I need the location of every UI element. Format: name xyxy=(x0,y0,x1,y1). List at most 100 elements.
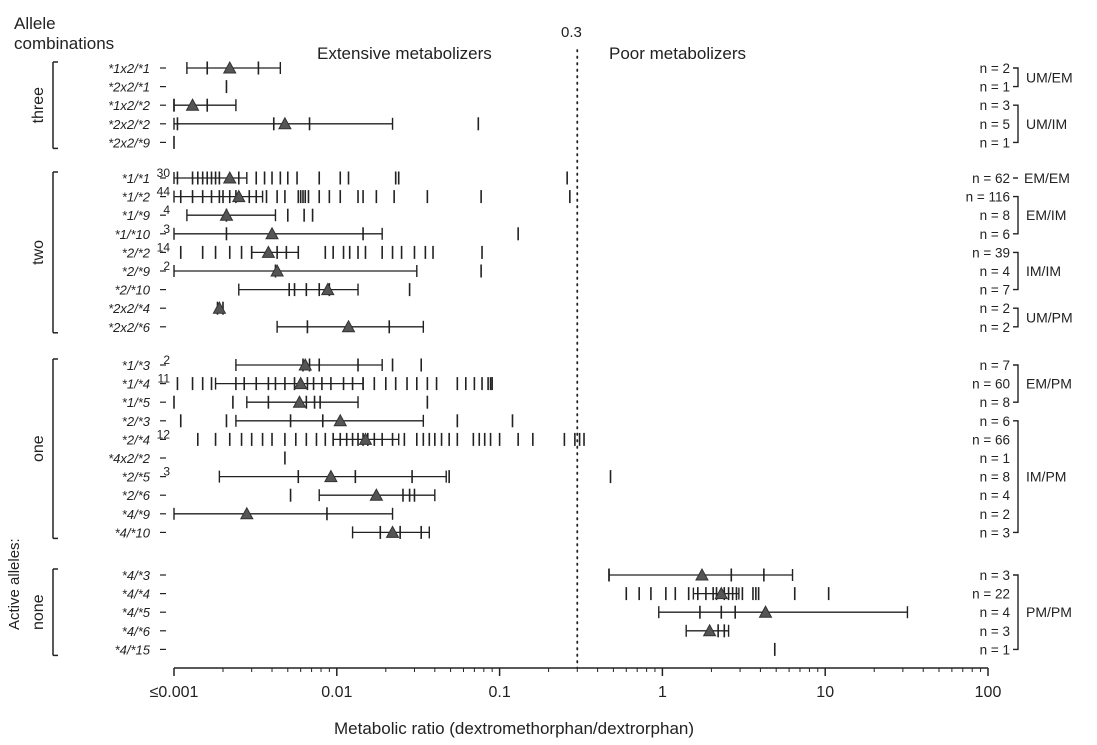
y-header-line2: combinations xyxy=(14,34,115,53)
sample-size-label: n = 7 xyxy=(980,283,1010,298)
sample-size-label: n = 3 xyxy=(980,624,1010,639)
phenotype-label-em-pm: EM/PM xyxy=(1026,376,1072,392)
sample-size-label: n = 22 xyxy=(972,587,1010,602)
genotype-label: *1/*4 xyxy=(122,377,150,392)
genotype-label: *2x2/*6 xyxy=(108,320,151,335)
median-marker--4-9 xyxy=(239,506,254,520)
x-tick-label: ≤0.001 xyxy=(150,684,199,701)
median-marker--2-6 xyxy=(369,488,384,501)
median-marker--4-3 xyxy=(695,567,709,581)
genotype-label: *2x2/*2 xyxy=(108,117,151,132)
genotype-label: *1/*2 xyxy=(122,190,151,205)
sample-size-label: n = 7 xyxy=(980,358,1010,373)
row-count-label: 11 xyxy=(158,372,171,386)
genotype-label: *4/*10 xyxy=(115,525,151,540)
genotype-label: *1x2/*1 xyxy=(108,61,150,76)
row-count-label: 2 xyxy=(163,353,170,367)
median-marker--2x2-2 xyxy=(278,116,292,130)
genotype-label: *4/*3 xyxy=(122,568,151,583)
row-count-label: 2 xyxy=(163,259,170,273)
phenotype-label-im-pm: IM/PM xyxy=(1026,469,1066,485)
median-marker--1x2-1 xyxy=(222,60,237,74)
sample-size-label: n = 1 xyxy=(980,80,1010,95)
sample-size-label: n = 2 xyxy=(980,320,1010,335)
median-marker--2x2-6 xyxy=(341,319,356,333)
x-tick-label: 1 xyxy=(658,684,667,701)
sample-size-label: n = 8 xyxy=(980,395,1010,410)
genotype-label: *1/*1 xyxy=(122,171,150,186)
sample-size-label: n = 39 xyxy=(972,245,1010,260)
median-marker--1-2 xyxy=(231,189,246,203)
sample-size-label: n = 2 xyxy=(980,507,1010,522)
x-tick-label: 100 xyxy=(975,684,1002,701)
phenotype-label-um-im: UM/IM xyxy=(1026,116,1067,132)
median-marker--1-3 xyxy=(298,357,313,371)
sample-size-label: n = 8 xyxy=(980,470,1010,485)
median-marker--2x2-4 xyxy=(212,301,227,314)
genotype-label: *4x2/*2 xyxy=(108,451,151,466)
phenotype-bracket-im-pm xyxy=(1013,420,1019,534)
genotype-label: *1/*9 xyxy=(122,208,150,223)
sample-size-label: n = 66 xyxy=(972,432,1010,447)
genotype-label: *2/*9 xyxy=(122,264,150,279)
row-count-label: 44 xyxy=(157,185,171,199)
median-marker--4-5 xyxy=(758,605,773,618)
genotype-label: *2/*5 xyxy=(122,470,151,485)
x-tick-label: 10 xyxy=(816,684,834,701)
sample-size-label: n = 60 xyxy=(972,377,1010,392)
genotype-label: *2/*2 xyxy=(122,245,151,260)
phenotype-label-em-im: EM/IM xyxy=(1026,207,1066,223)
sample-size-label: n = 3 xyxy=(980,98,1010,113)
group-label-none: none xyxy=(30,594,47,630)
sample-size-label: n = 3 xyxy=(980,568,1010,583)
sample-size-label: n = 62 xyxy=(972,171,1010,186)
phenotype-bracket-im-im xyxy=(1013,251,1019,291)
phenotype-label-pm-pm: PM/PM xyxy=(1026,604,1072,620)
genotype-label: *2/*4 xyxy=(122,432,150,447)
genotype-label: *1/*5 xyxy=(122,395,151,410)
genotype-label: *1/*10 xyxy=(115,227,151,242)
genotype-label: *2x2/*9 xyxy=(108,135,150,150)
antimode-label: 0.3 xyxy=(561,24,582,41)
median-marker--4-6 xyxy=(702,623,717,637)
group-label-one: one xyxy=(30,435,47,462)
phenotype-label-em-em: EM/EM xyxy=(1024,170,1070,186)
phenotype-bracket-em-pm xyxy=(1013,364,1019,403)
median-marker--1-5 xyxy=(292,395,307,408)
genotype-label: *2x2/*1 xyxy=(108,80,150,95)
sample-size-label: n = 2 xyxy=(980,61,1010,76)
sample-size-label: n = 116 xyxy=(966,190,1010,205)
sample-size-label: n = 3 xyxy=(980,525,1010,540)
median-marker--1-9 xyxy=(219,208,234,221)
median-marker--2-4 xyxy=(358,432,373,445)
phenotype-bracket-em-im xyxy=(1013,195,1019,235)
phenotype-bracket-um-em xyxy=(1013,67,1019,88)
group-label-three: three xyxy=(30,87,47,124)
genotype-label: *4/*15 xyxy=(115,642,151,657)
genotype-label: *4/*6 xyxy=(122,624,151,639)
median-marker--2-9 xyxy=(270,263,284,277)
genotype-label: *1/*3 xyxy=(122,358,151,373)
sample-size-label: n = 2 xyxy=(980,301,1010,316)
genotype-label: *4/*5 xyxy=(122,605,151,620)
genotype-label: *2/*10 xyxy=(115,283,151,298)
phenotype-bracket-um-im xyxy=(1013,104,1019,144)
genotype-label: *4/*4 xyxy=(122,587,150,602)
row-count-label: 14 xyxy=(157,240,171,254)
median-marker--1-1 xyxy=(222,170,237,184)
sample-size-label: n = 6 xyxy=(980,227,1010,242)
sample-size-label: n = 4 xyxy=(980,488,1011,503)
genotype-label: *2/*6 xyxy=(122,488,151,503)
row-count-label: 4 xyxy=(163,203,170,217)
x-axis-label: Metabolic ratio (dextromethorphan/dextro… xyxy=(334,719,695,738)
genotype-label: *4/*9 xyxy=(122,507,150,522)
x-tick-label: 0.1 xyxy=(488,684,510,701)
active-alleles-label: Active alleles: xyxy=(6,538,23,630)
group-label-two: two xyxy=(30,240,47,265)
y-header-line1: Allele xyxy=(14,14,56,33)
phenotype-bracket-pm-pm xyxy=(1013,574,1019,651)
genotype-label: *1x2/*2 xyxy=(108,98,151,113)
median-marker--1-10 xyxy=(265,226,279,240)
genotype-label: *2/*3 xyxy=(122,414,151,429)
median-marker--1x2-2 xyxy=(185,98,200,111)
